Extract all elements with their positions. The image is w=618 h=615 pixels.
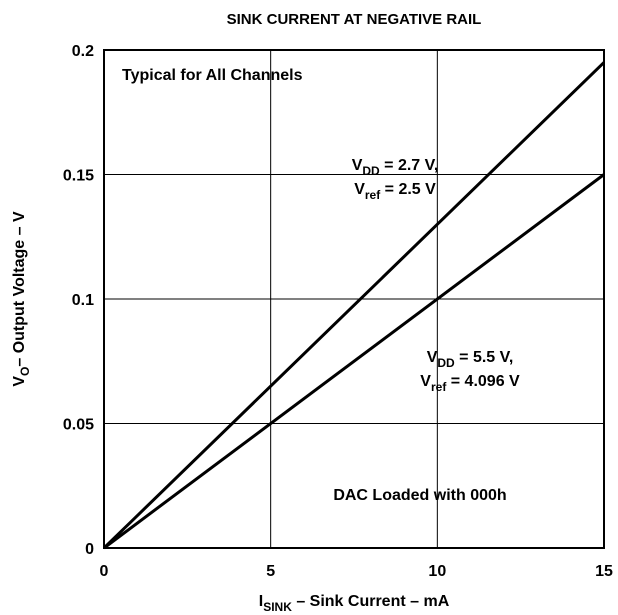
text-part: I [259, 593, 263, 610]
annotation: DAC Loaded with 000h [333, 487, 506, 504]
y-tick-label: 0.2 [72, 43, 94, 60]
annotation: Vref = 4.096 V [420, 373, 520, 394]
text-part: = 5.5 V, [455, 349, 514, 366]
annotation: VDD = 5.5 V, [427, 349, 514, 370]
subscript: DD [362, 164, 380, 178]
y-tick-label: 0.1 [72, 292, 94, 309]
x-tick-label: 0 [100, 563, 109, 580]
y-tick-label: 0.15 [63, 168, 94, 185]
text-part: V [420, 373, 431, 390]
subscript: DD [437, 356, 455, 370]
subscript: ref [431, 380, 447, 394]
x-tick-label: 10 [428, 563, 446, 580]
x-tick-label: 15 [595, 563, 613, 580]
subscript: O [18, 367, 32, 376]
annotation: VDD = 2.7 V, [352, 157, 439, 178]
series-line [103, 173, 605, 550]
annotation: Vref = 2.5 V [354, 181, 436, 202]
text-part: – Sink Current – mA [292, 593, 450, 610]
text-part: – Output Voltage – V [11, 211, 28, 367]
subscript: SINK [263, 600, 292, 614]
x-axis-label: ISINK – Sink Current – mA [259, 593, 450, 614]
text-part: = 4.096 V [446, 373, 520, 390]
text-part: V [352, 157, 363, 174]
annotation: Typical for All Channels [122, 67, 303, 84]
text-part: V [354, 181, 365, 198]
text-part: = 2.5 V [380, 181, 436, 198]
text-part: DAC Loaded with 000h [333, 487, 506, 504]
y-axis-label: VO– Output Voltage – V [11, 211, 32, 387]
subscript: ref [365, 188, 381, 202]
y-tick-label: 0.05 [63, 417, 94, 434]
x-tick-label: 5 [266, 563, 275, 580]
text-part: Typical for All Channels [122, 67, 303, 84]
series-line [102, 61, 606, 550]
y-tick-label: 0 [85, 541, 94, 558]
plot-frame [103, 49, 605, 549]
text-part: = 2.7 V, [380, 157, 439, 174]
text-part: V [427, 349, 438, 366]
text-part: V [11, 376, 28, 387]
chart-title: SINK CURRENT AT NEGATIVE RAIL [227, 11, 482, 28]
